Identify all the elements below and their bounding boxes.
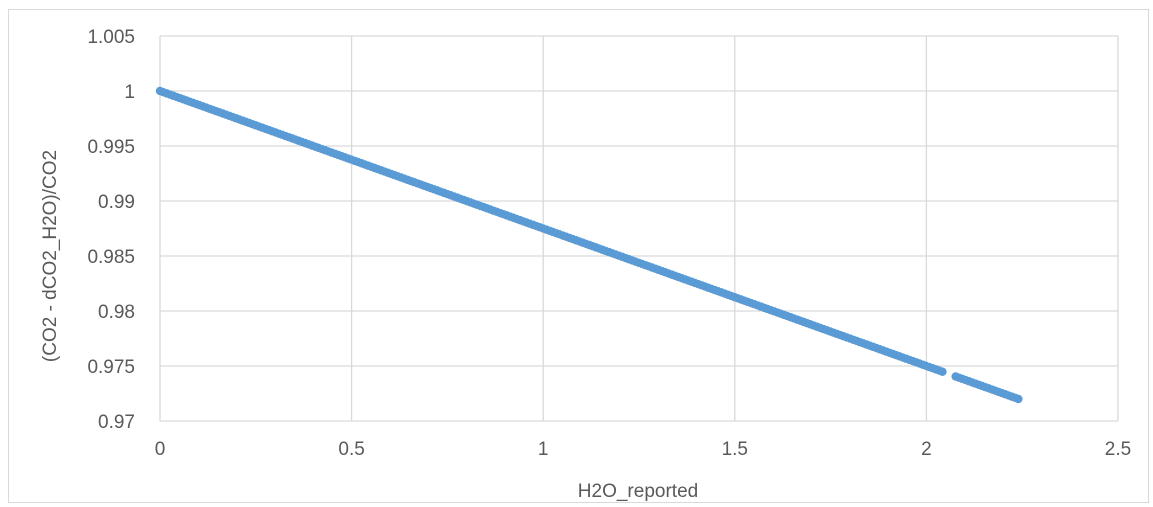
x-tick-label-2: 1 [538,439,549,460]
data-point [1014,394,1023,404]
y-tick-label-1: 1 [124,82,135,103]
y-tick-label-0: 1.005 [87,27,135,48]
data-point [938,367,947,376]
y-axis-ticks: 1.005 1 0.995 0.99 0.985 0.98 0.975 0.97 [87,27,135,433]
x-tick-label-0: 0 [155,439,166,460]
x-tick-label-5: 2.5 [1105,439,1131,460]
y-tick-label-5: 0.98 [98,302,135,323]
grid-lines [159,35,1119,422]
y-tick-label-2: 0.995 [87,137,135,158]
x-tick-label-3: 1.5 [722,439,748,460]
y-tick-label-4: 0.985 [87,247,135,268]
y-tick-label-7: 0.97 [98,412,135,433]
x-tick-label-1: 0.5 [338,439,364,460]
x-axis-ticks: 0 0.5 1 1.5 2 2.5 [155,439,1132,460]
y-axis-title: (CO2 - dCO2_H2O)/CO2 [40,150,61,362]
x-axis-title: H2O_reported [578,481,698,502]
data-points [155,86,1023,404]
y-tick-label-6: 0.975 [87,357,135,378]
y-tick-label-3: 0.99 [98,192,135,213]
x-tick-label-4: 2 [921,439,932,460]
